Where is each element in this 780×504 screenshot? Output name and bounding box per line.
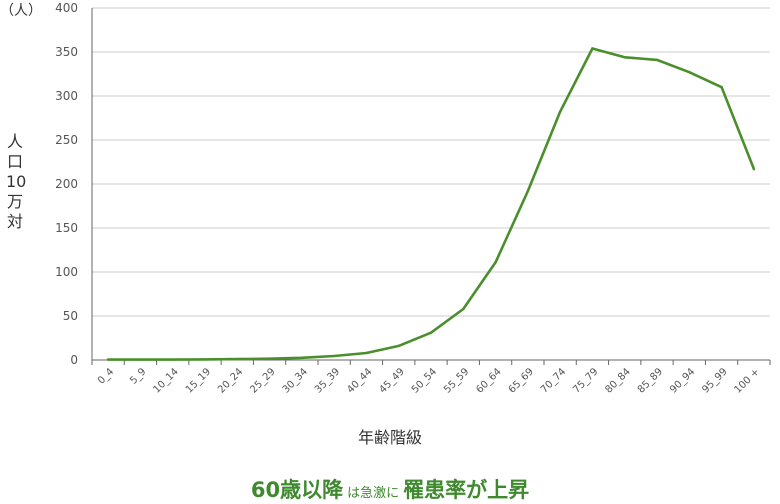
x-tick-label: 90_94 <box>668 366 697 395</box>
chart-caption: 60歳以降 は急激に 罹患率が上昇 <box>0 474 780 504</box>
caption-emphasis-rise: 罹患率が上昇 <box>403 478 530 502</box>
x-tick-label: 60_64 <box>474 366 503 395</box>
y-tick-label: 0 <box>70 353 78 367</box>
data-point-85_89 <box>655 58 659 62</box>
line-chart: 0 50 100 150 200 250 300 350 400 0_4 5_9 10_14 15_1… <box>55 1 771 396</box>
x-tick-label: 35_39 <box>313 366 342 395</box>
x-tick-label: 5_9 <box>128 366 148 386</box>
x-tick-label: 20_24 <box>216 366 245 395</box>
data-point-5_9 <box>139 358 142 361</box>
x-tick-label: 45_49 <box>378 366 407 395</box>
data-point-55_59 <box>462 307 465 311</box>
y-tick-label: 350 <box>55 45 78 59</box>
x-axis-label: 年齢階級 <box>357 428 422 447</box>
y-tick-label: 50 <box>63 309 78 323</box>
x-tick-label: 80_84 <box>604 366 633 395</box>
data-point-60_64 <box>494 261 497 264</box>
x-tick-label: 100 + <box>733 366 762 395</box>
x-tick-label: 70_74 <box>539 366 568 395</box>
y-tick-label: 300 <box>55 89 78 103</box>
data-point-25_29 <box>268 357 271 360</box>
x-tick-label: 40_44 <box>345 366 374 395</box>
data-point-70_74 <box>558 110 562 114</box>
x-tick-label: 15_19 <box>184 366 213 395</box>
data-point-95_99 <box>720 86 723 89</box>
x-tick-label: 25_29 <box>248 366 277 395</box>
x-tick-label: 55_59 <box>442 366 471 395</box>
data-point-20_24 <box>236 357 239 361</box>
x-tick-label: 30_34 <box>281 366 310 395</box>
data-point-10_14 <box>171 358 174 361</box>
data-point-0_4 <box>106 358 110 361</box>
data-point-100 + <box>752 167 756 171</box>
x-tick-label: 85_89 <box>636 366 665 395</box>
data-point-30_34 <box>300 356 304 359</box>
data-point-90_94 <box>688 71 691 74</box>
data-point-75_79 <box>591 47 594 50</box>
data-point-65_69 <box>526 189 530 193</box>
data-point-80_84 <box>623 56 626 59</box>
y-tick-label: 100 <box>55 265 78 279</box>
x-tick-label: 65_69 <box>507 366 536 395</box>
x-tick-label: 10_14 <box>152 366 181 395</box>
data-point-15_19 <box>203 358 207 361</box>
data-point-35_39 <box>332 354 336 358</box>
data-point-40_44 <box>365 351 368 355</box>
y-tick-label: 250 <box>55 133 78 147</box>
x-tick-label: 75_79 <box>571 366 600 395</box>
series-line-0 <box>106 47 756 361</box>
caption-emphasis-age: 60歳以降 <box>250 478 344 502</box>
data-point-50_54 <box>429 331 433 334</box>
y-tick-label: 200 <box>55 177 78 191</box>
y-tick-label: 400 <box>55 1 78 15</box>
x-tick-label: 95_99 <box>700 366 729 395</box>
x-tick-label: 50_54 <box>410 366 439 395</box>
data-point-45_49 <box>397 344 400 348</box>
x-tick-label: 0_4 <box>96 366 116 386</box>
y-axis-label: 人口10万対 <box>6 132 27 231</box>
caption-connector: は急激に <box>347 486 400 501</box>
y-tick-label: 150 <box>55 221 78 235</box>
y-axis-unit: （人） <box>0 3 42 19</box>
